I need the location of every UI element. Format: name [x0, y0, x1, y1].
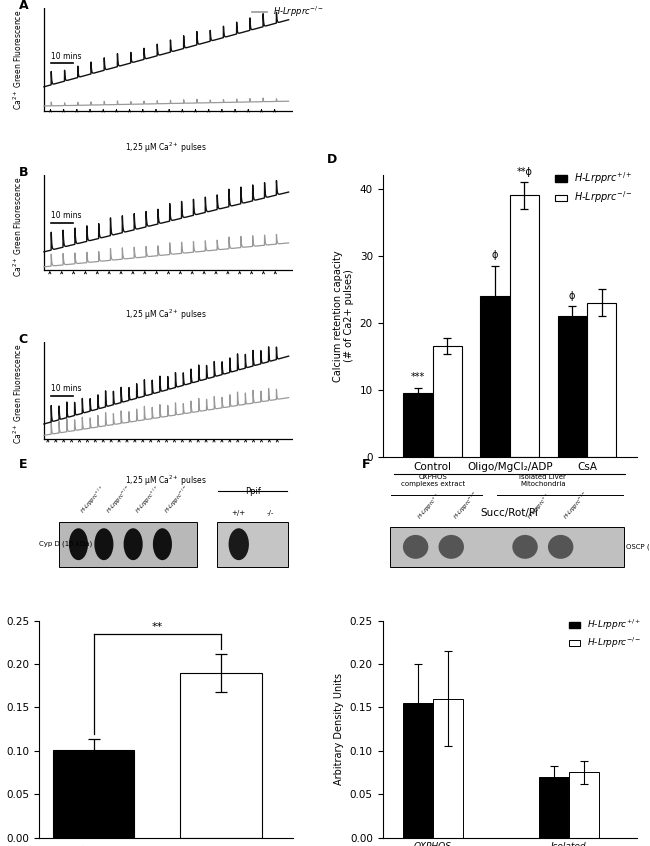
Text: Isolated Liver
Mitochondria: Isolated Liver Mitochondria: [519, 474, 566, 486]
Bar: [390, 527, 624, 567]
Text: H-$Lrpprc^{-/-}$: H-$Lrpprc^{-/-}$: [162, 484, 192, 516]
Ellipse shape: [124, 528, 143, 560]
Bar: [569, 772, 599, 838]
Text: H-$Lrpprc^{+/+}$: H-$Lrpprc^{+/+}$: [133, 484, 163, 516]
Text: B: B: [19, 166, 28, 179]
Bar: [539, 777, 569, 838]
Text: E: E: [19, 458, 27, 471]
Text: -/-: -/-: [267, 510, 274, 516]
Text: 10 mins: 10 mins: [51, 52, 82, 61]
Ellipse shape: [94, 528, 114, 560]
Legend: H-$Lrpprc^{+/+}$, H-$Lrpprc^{-/-}$: H-$Lrpprc^{+/+}$, H-$Lrpprc^{-/-}$: [566, 614, 645, 654]
Bar: [432, 699, 463, 838]
Bar: [510, 195, 539, 457]
Text: F: F: [362, 458, 370, 471]
Text: OXPHOS
complexes extract: OXPHOS complexes extract: [401, 474, 465, 486]
Text: Cyp D (15 kDa): Cyp D (15 kDa): [39, 541, 92, 547]
Text: ϕ: ϕ: [569, 290, 575, 300]
Ellipse shape: [229, 528, 249, 560]
Y-axis label: Arbitrary Density Units: Arbitrary Density Units: [334, 673, 344, 785]
Ellipse shape: [439, 535, 464, 559]
Text: H-$Lrpprc^{++}$: H-$Lrpprc^{++}$: [525, 490, 554, 522]
Text: **: **: [151, 622, 162, 632]
Text: 10 mins: 10 mins: [51, 211, 82, 220]
Legend: H-$Lrpprc^{+/+}$, H-$Lrpprc^{-/-}$: H-$Lrpprc^{+/+}$, H-$Lrpprc^{-/-}$: [248, 0, 328, 22]
Text: **ϕ: **ϕ: [516, 167, 532, 177]
Text: 1,25 μM Ca$^{2+}$ pulses: 1,25 μM Ca$^{2+}$ pulses: [125, 140, 207, 155]
Bar: [217, 522, 289, 567]
Text: 1,25 μM Ca$^{2+}$ pulses: 1,25 μM Ca$^{2+}$ pulses: [125, 474, 207, 488]
Text: ϕ: ϕ: [492, 250, 499, 261]
Bar: [402, 703, 432, 838]
Ellipse shape: [512, 535, 538, 559]
Text: OSCP (23 kDa): OSCP (23 kDa): [625, 544, 650, 550]
Text: +/+: +/+: [231, 510, 246, 516]
Text: H-$Lrpprc^{-/-}$: H-$Lrpprc^{-/-}$: [561, 489, 590, 522]
Ellipse shape: [403, 535, 428, 559]
Bar: [59, 522, 197, 567]
Text: H-$Lrpprc^{+/+}$: H-$Lrpprc^{+/+}$: [79, 484, 109, 516]
Text: H-$Lrpprc^{++}$: H-$Lrpprc^{++}$: [415, 490, 444, 522]
Bar: [404, 393, 433, 457]
Text: Ppif: Ppif: [245, 487, 261, 496]
Text: 10 mins: 10 mins: [51, 384, 82, 393]
Bar: [53, 750, 135, 838]
Text: H-$Lrpprc^{-/-}$: H-$Lrpprc^{-/-}$: [451, 489, 481, 522]
Text: ***: ***: [411, 372, 425, 382]
Text: H-$Lrpprc^{-/-}$: H-$Lrpprc^{-/-}$: [104, 484, 134, 516]
Y-axis label: Ca$^{2+}$ Green Fluorescence: Ca$^{2+}$ Green Fluorescence: [11, 10, 24, 110]
Text: 1,25 μM Ca$^{2+}$ pulses: 1,25 μM Ca$^{2+}$ pulses: [125, 307, 207, 321]
Text: A: A: [19, 0, 28, 12]
Text: D: D: [326, 152, 337, 166]
Ellipse shape: [153, 528, 172, 560]
Y-axis label: Ca$^{2+}$ Green Fluorescence: Ca$^{2+}$ Green Fluorescence: [11, 177, 24, 277]
Bar: [180, 673, 262, 838]
Text: C: C: [19, 332, 28, 346]
Bar: [587, 303, 616, 457]
Legend: H-$Lrpprc^{+/+}$, H-$Lrpprc^{-/-}$: H-$Lrpprc^{+/+}$, H-$Lrpprc^{-/-}$: [551, 166, 637, 209]
Bar: [480, 296, 510, 457]
Bar: [433, 346, 462, 457]
Text: Succ/Rot/Pi: Succ/Rot/Pi: [481, 508, 539, 518]
Bar: [558, 316, 587, 457]
Ellipse shape: [548, 535, 573, 559]
Ellipse shape: [69, 528, 88, 560]
Y-axis label: Calcium retention capacity
(# of Ca2+ pulses): Calcium retention capacity (# of Ca2+ pu…: [333, 250, 354, 382]
Y-axis label: Ca$^{2+}$ Green Fluorescence: Ca$^{2+}$ Green Fluorescence: [11, 343, 24, 444]
